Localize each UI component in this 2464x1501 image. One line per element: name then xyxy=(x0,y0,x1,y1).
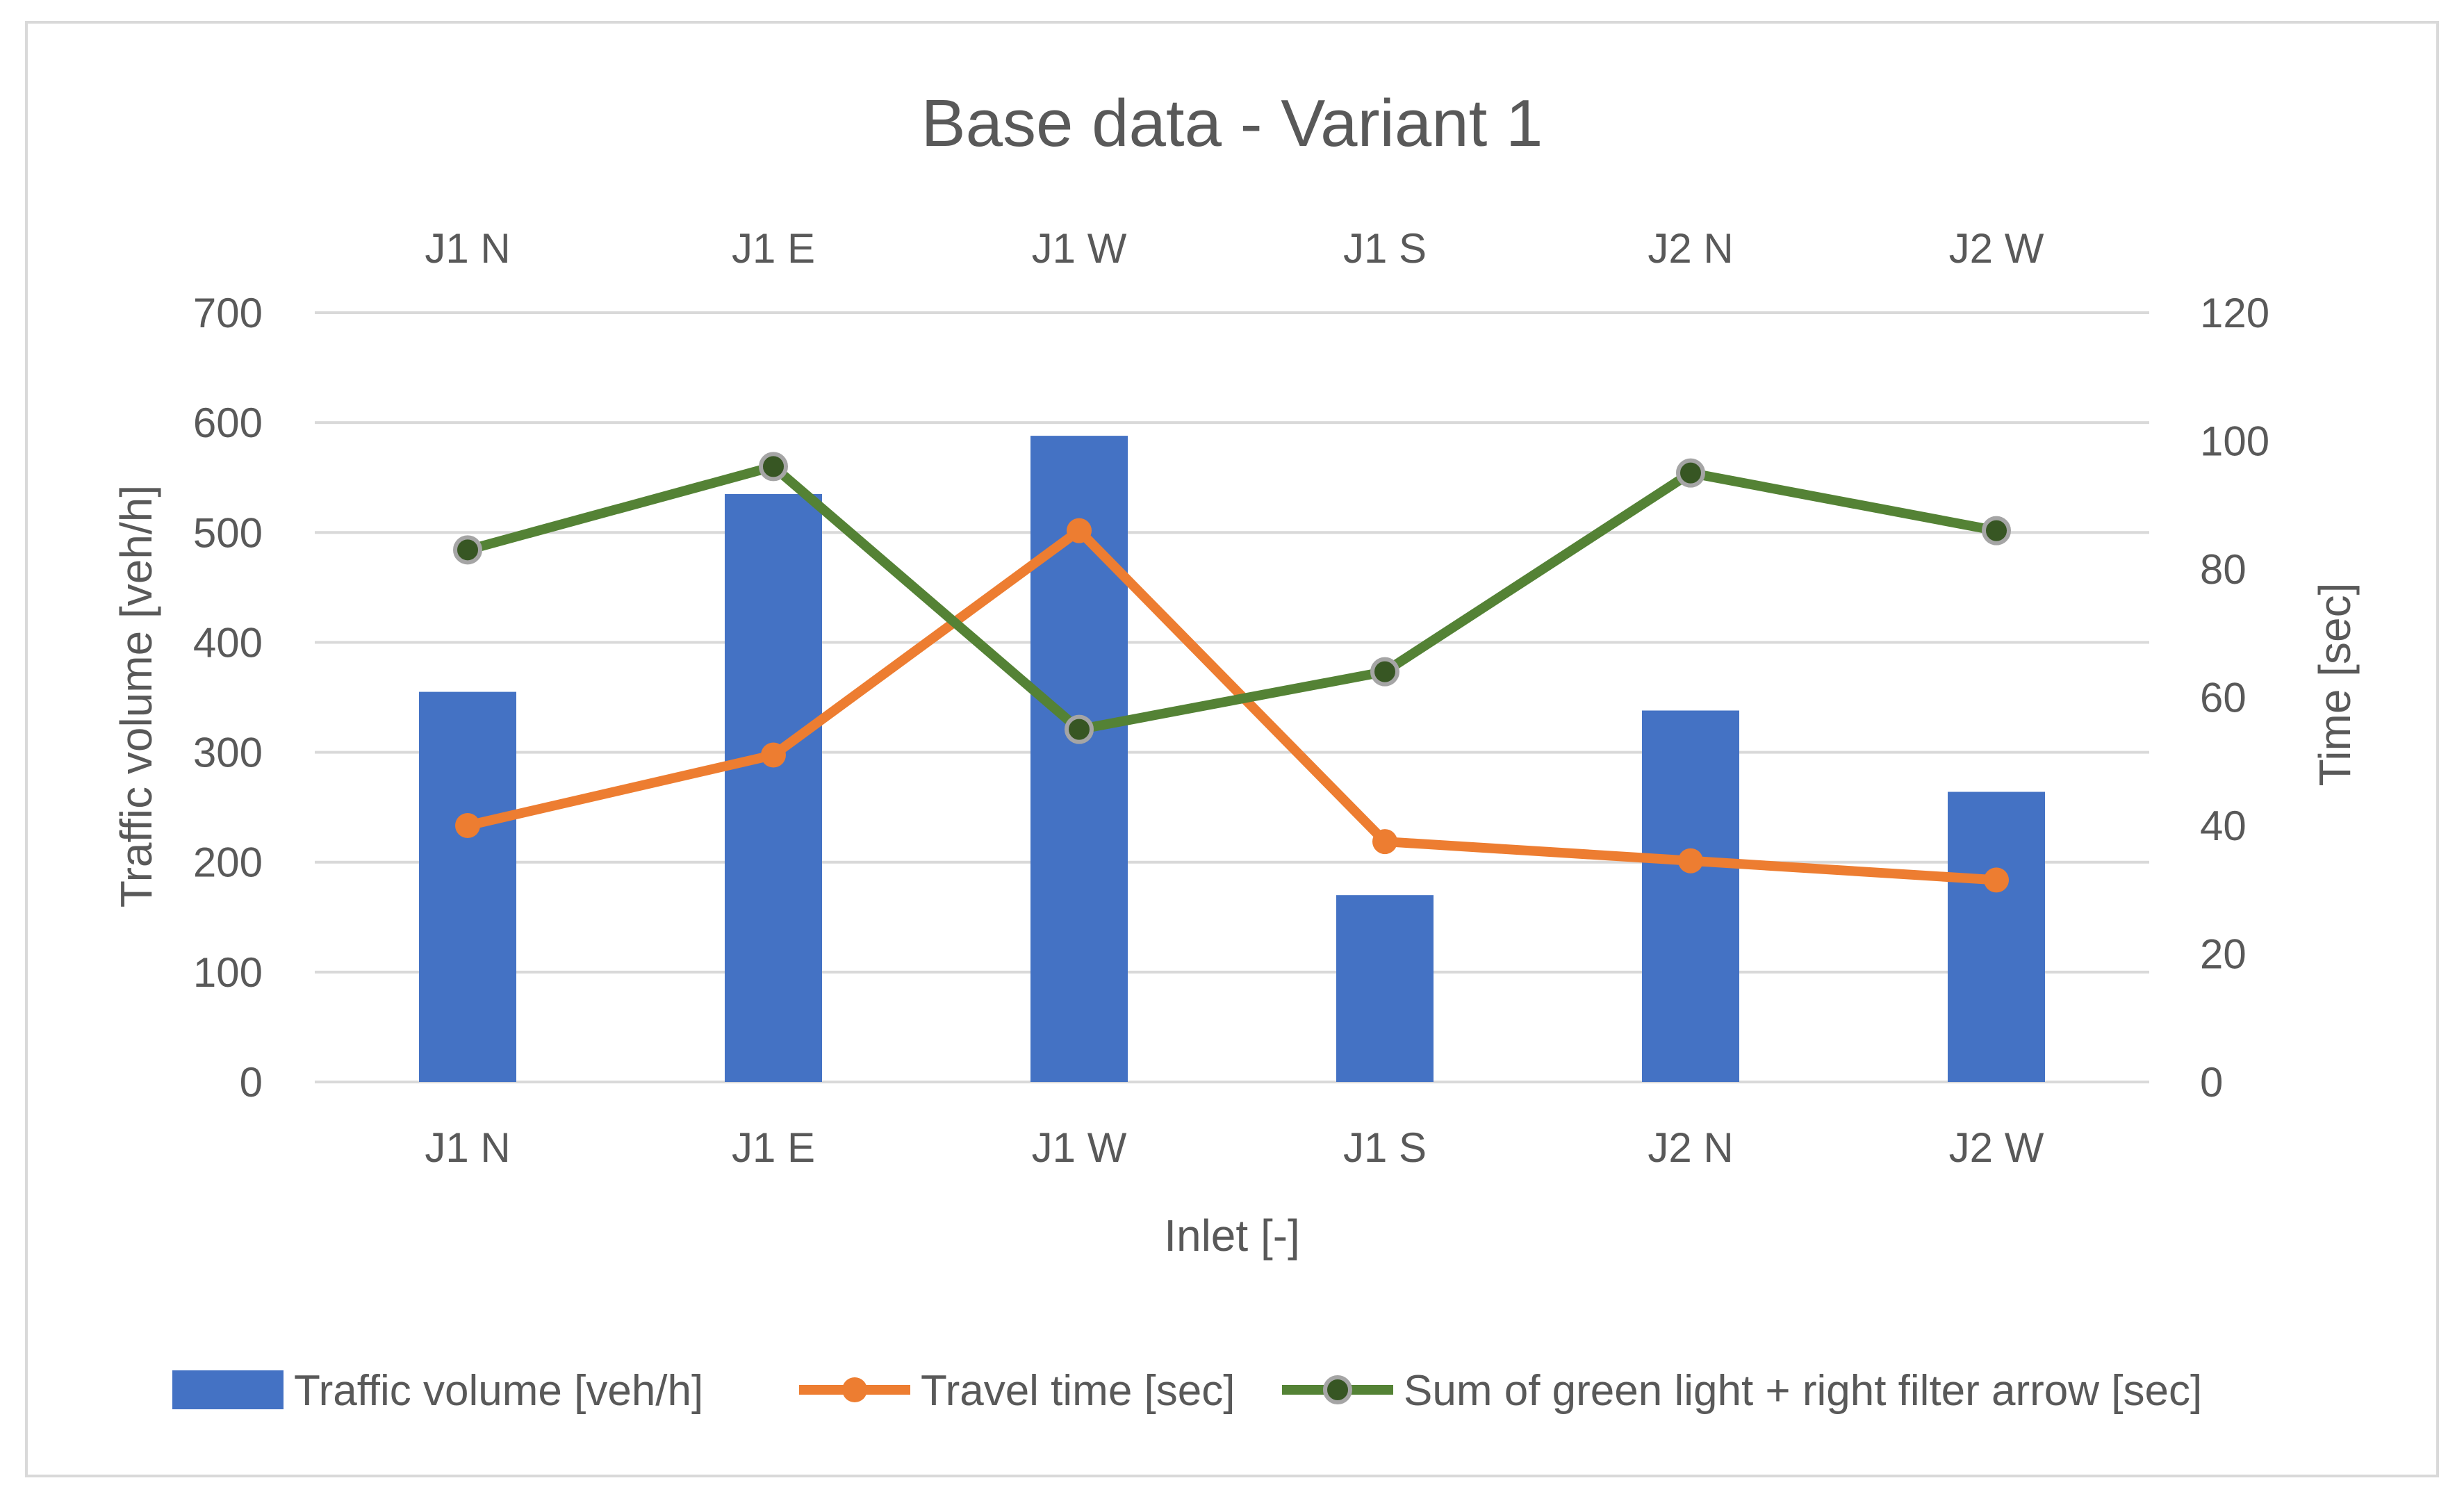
x-axis-label: Inlet [-] xyxy=(1164,1211,1300,1261)
right-tick-label: 60 xyxy=(2200,675,2247,721)
bar xyxy=(725,493,822,1082)
right-tick-label: 80 xyxy=(2200,546,2247,593)
legend: Traffic volume [veh/h] Travel time [sec] S… xyxy=(172,1367,2202,1415)
left-tick-label: 0 xyxy=(240,1059,263,1106)
gridlines xyxy=(315,311,2149,1083)
category-label: J1 S xyxy=(1343,1124,1427,1171)
y-axis-label: Traffic volume [veh/h] xyxy=(111,485,161,908)
bar-series xyxy=(419,436,2045,1082)
left-tick-label: 200 xyxy=(193,839,263,886)
top-category-label: J1 N xyxy=(425,225,510,272)
right-axis-ticks: 0 20 40 60 80 100 120 xyxy=(2200,290,2269,1106)
series-line xyxy=(463,525,2001,885)
legend-label: Traffic volume [veh/h] xyxy=(294,1367,703,1415)
data-point xyxy=(1982,516,2011,546)
bar xyxy=(1642,710,1739,1082)
bar xyxy=(1948,791,2045,1082)
data-point xyxy=(1676,458,1705,488)
line-series xyxy=(453,452,2011,893)
bottom-axis-ticks: J1 N J1 E J1 W J1 S J2 N J2 W xyxy=(425,1124,2044,1171)
left-tick-label: 400 xyxy=(193,619,263,666)
top-category-label: J1 W xyxy=(1032,225,1127,272)
chart-title: Base data - Variant 1 xyxy=(921,86,1543,161)
data-point xyxy=(453,535,482,565)
data-point xyxy=(1372,829,1397,855)
data-point xyxy=(761,742,786,768)
top-category-label: J2 N xyxy=(1648,225,1733,272)
right-tick-label: 20 xyxy=(2200,931,2247,978)
y2-axis-label: Time [sec] xyxy=(2310,583,2360,787)
top-category-label: J1 S xyxy=(1343,225,1427,272)
legend-label: Travel time [sec] xyxy=(921,1367,1235,1415)
right-tick-label: 40 xyxy=(2200,803,2247,849)
top-axis-ticks: J1 N J1 E J1 W J1 S J2 N J2 W xyxy=(425,225,2044,272)
data-point xyxy=(1067,518,1092,543)
legend-label: Sum of green light + right filter arrow … xyxy=(1404,1367,2202,1415)
right-tick-label: 120 xyxy=(2200,290,2269,336)
left-tick-label: 700 xyxy=(193,290,263,336)
data-point xyxy=(1370,657,1399,687)
data-point xyxy=(1065,714,1094,744)
left-tick-label: 600 xyxy=(193,400,263,446)
legend-marker xyxy=(1323,1375,1352,1404)
data-point xyxy=(1984,867,2009,893)
bar xyxy=(1336,895,1434,1082)
left-tick-label: 500 xyxy=(193,509,263,556)
left-axis-ticks: 0 100 200 300 400 500 600 700 xyxy=(193,290,263,1106)
category-label: J2 W xyxy=(1949,1124,2044,1171)
category-label: J2 N xyxy=(1648,1124,1733,1171)
top-category-label: J1 E xyxy=(732,225,815,272)
series-line xyxy=(463,461,2001,735)
legend-swatch xyxy=(172,1370,284,1409)
left-tick-label: 300 xyxy=(193,730,263,776)
right-tick-label: 100 xyxy=(2200,418,2269,465)
bar xyxy=(419,691,516,1082)
category-label: J1 W xyxy=(1032,1124,1127,1171)
data-point xyxy=(759,452,788,482)
bar xyxy=(1030,436,1128,1082)
category-label: J1 E xyxy=(732,1124,815,1171)
data-point xyxy=(455,813,480,838)
data-point xyxy=(1678,848,1703,873)
right-tick-label: 0 xyxy=(2200,1059,2223,1106)
legend-marker xyxy=(842,1377,867,1402)
category-label: J1 N xyxy=(425,1124,510,1171)
top-category-label: J2 W xyxy=(1949,225,2044,272)
left-tick-label: 100 xyxy=(193,949,263,996)
